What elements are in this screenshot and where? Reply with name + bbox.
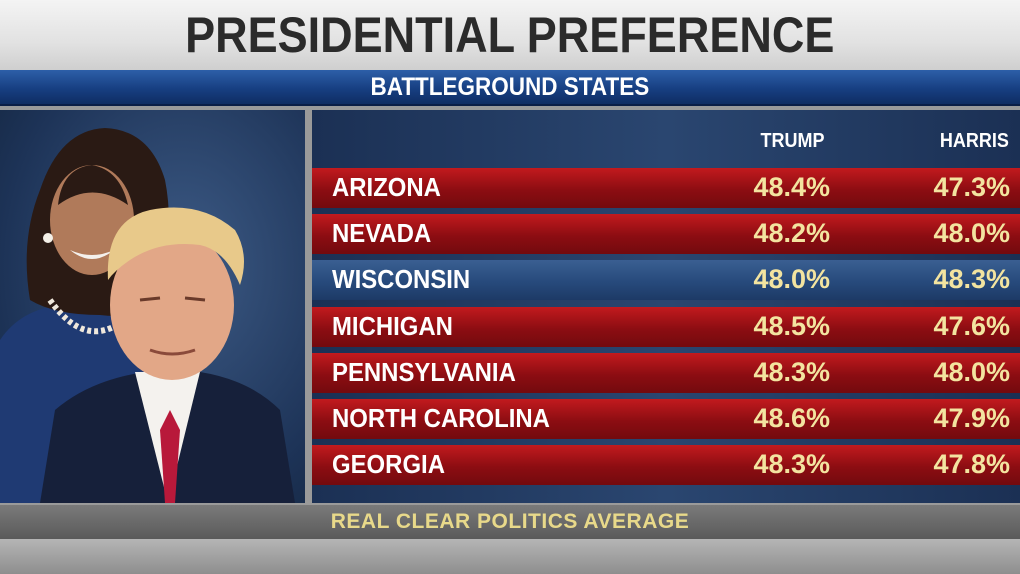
harris-value: 47.9% — [933, 403, 1010, 433]
bottom-strip — [0, 539, 1020, 574]
column-header-harris: HARRIS — [939, 130, 1009, 152]
harris-value: 47.8% — [933, 449, 1010, 480]
column-header-trump: TRUMP — [760, 130, 825, 152]
poll-table: TRUMP HARRIS ARIZONA 48.4% 47.3% NEVADA 48.2… — [312, 110, 1020, 503]
footer-band: REAL CLEAR POLITICS AVERAGE — [0, 505, 1020, 539]
harris-value: 47.6% — [933, 310, 1010, 341]
harris-value: 48.0% — [933, 218, 1010, 249]
subtitle-band: BATTLEGROUND STATES — [0, 70, 1020, 106]
candidates-photo — [0, 110, 305, 503]
table-row: GEORGIA 48.3% 47.8% — [312, 445, 1020, 486]
trump-portrait — [40, 207, 295, 503]
state-name: ARIZONA — [332, 172, 441, 202]
table-row: NEVADA 48.2% 48.0% — [312, 214, 1020, 255]
title-band: PRESIDENTIAL PREFERENCE — [0, 0, 1020, 70]
table-row: WISCONSIN 48.0% 48.3% — [312, 260, 1020, 301]
candidates-photo-illustration — [0, 128, 295, 503]
trump-value: 48.5% — [753, 310, 830, 341]
trump-value: 48.4% — [753, 172, 830, 202]
state-name: NORTH CAROLINA — [332, 403, 550, 433]
page-subtitle: BATTLEGROUND STATES — [370, 72, 650, 101]
harris-value: 47.3% — [933, 172, 1010, 202]
source-note: REAL CLEAR POLITICS AVERAGE — [330, 510, 690, 533]
page-title: PRESIDENTIAL PREFERENCE — [185, 7, 835, 63]
trump-value: 48.0% — [753, 264, 830, 295]
harris-value: 48.0% — [933, 356, 1010, 387]
state-name: WISCONSIN — [332, 264, 471, 295]
state-name: MICHIGAN — [332, 310, 453, 341]
trump-value: 48.3% — [753, 449, 830, 480]
state-name: PENNSYLVANIA — [332, 356, 516, 387]
trump-value: 48.3% — [753, 356, 830, 387]
state-name: GEORGIA — [332, 449, 445, 480]
table-row: MICHIGAN 48.5% 47.6% — [312, 306, 1020, 347]
state-name: NEVADA — [332, 218, 432, 249]
trump-value: 48.6% — [753, 403, 830, 433]
table-row: NORTH CAROLINA 48.6% 47.9% — [312, 399, 1020, 439]
table-row: PENNSYLVANIA 48.3% 48.0% — [312, 352, 1020, 393]
trump-value: 48.2% — [753, 218, 830, 249]
table-row: ARIZONA 48.4% 47.3% — [312, 168, 1020, 208]
harris-value: 48.3% — [933, 264, 1010, 295]
